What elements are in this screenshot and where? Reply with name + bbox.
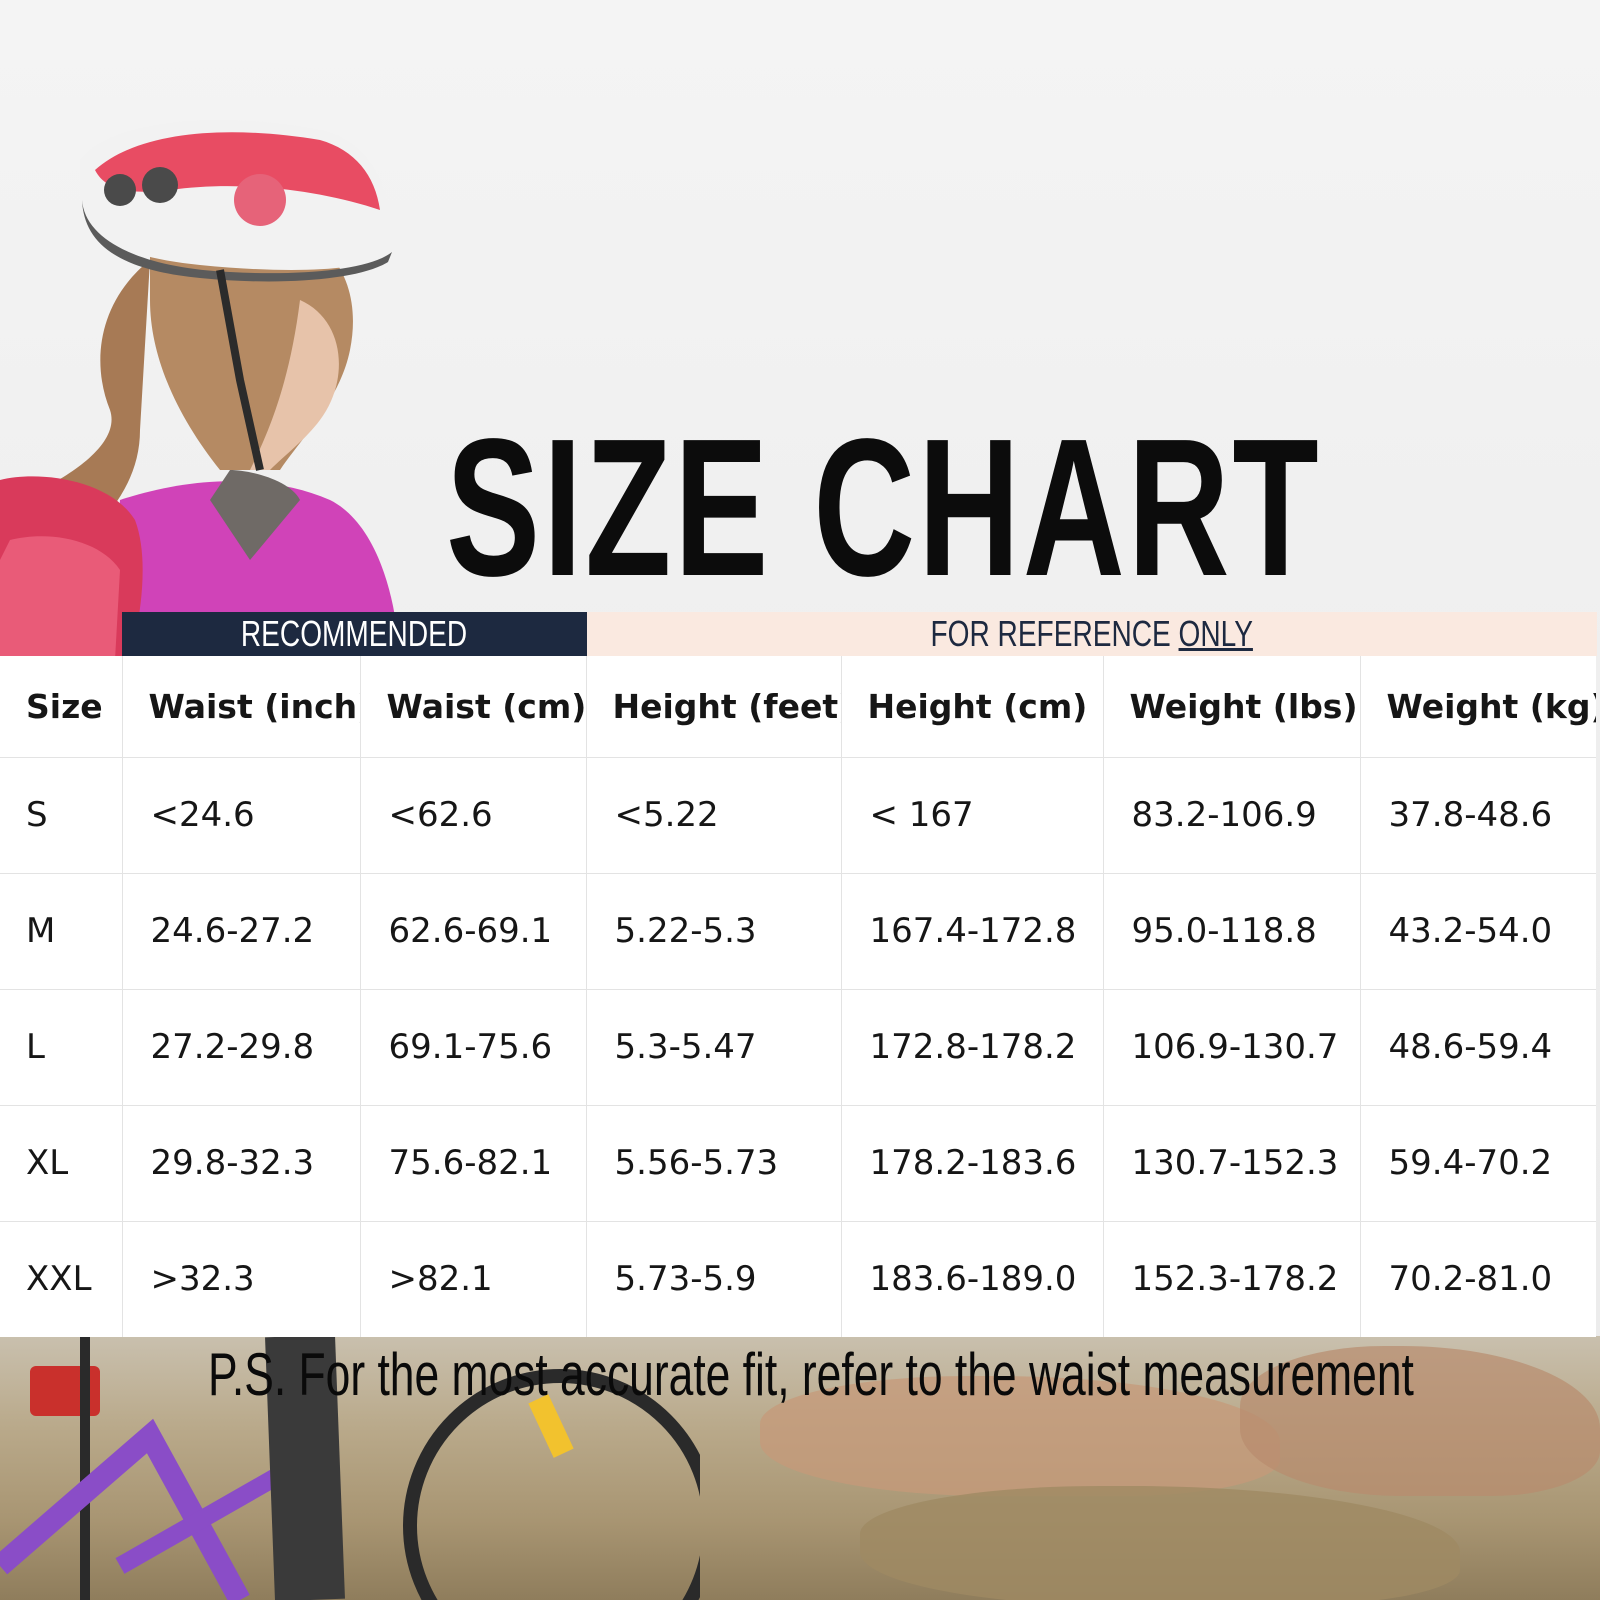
cell-waist-cm: 75.6-82.1 [360, 1105, 587, 1222]
cell-height-feet: 5.3-5.47 [586, 989, 842, 1106]
cell-height-feet: 5.22-5.3 [586, 873, 842, 990]
cell-height-feet: 5.73-5.9 [586, 1221, 842, 1337]
cell-waist-inch: 24.6-27.2 [122, 873, 361, 990]
cell-waist-inch: 27.2-29.8 [122, 989, 361, 1106]
reference-label: FOR REFERENCE ONLY [931, 613, 1253, 655]
cell-weight-lbs: 106.9-130.7 [1103, 989, 1361, 1106]
cell-weight-lbs: 152.3-178.2 [1103, 1221, 1361, 1337]
size-table: Size Waist (inch) Waist (cm) Height (fee… [0, 656, 1596, 1337]
cell-weight-kg: 70.2-81.0 [1388, 1259, 1553, 1300]
cell-height-feet: <5.22 [586, 757, 842, 874]
cell-waist-cm: >82.1 [360, 1221, 587, 1337]
cell-size: S [0, 757, 123, 874]
cyclist-photo [0, 120, 400, 660]
header-size: Size [0, 656, 123, 758]
cell-waist-cm: 62.6-69.1 [360, 873, 587, 990]
table-row: XL 29.8-32.3 75.6-82.1 5.56-5.73 178.2-1… [0, 1105, 1596, 1222]
cell-weight-kg: 48.6-59.4 [1360, 989, 1596, 1106]
cell-weight-kg: 59.4-70.2 [1360, 1105, 1596, 1222]
page-title: SIZE CHART [446, 398, 1322, 617]
rock-shape [1240, 1346, 1600, 1496]
cell-height-feet: 5.56-5.73 [586, 1105, 842, 1222]
cell-height-cm: 167.4-172.8 [841, 873, 1104, 990]
bicycle-photo [0, 1336, 700, 1600]
cell-size: L [0, 989, 123, 1106]
header-height-cm: Height (cm) [841, 656, 1104, 758]
table-header-row: Size Waist (inch) Waist (cm) Height (fee… [0, 656, 1596, 758]
cell-size: XL [0, 1105, 123, 1222]
header-height-feet: Height (feet) [586, 656, 842, 758]
reference-banner: FOR REFERENCE ONLY [587, 612, 1597, 656]
header-waist-cm: Waist (cm) [360, 656, 587, 758]
cell-height-cm: < 167 [841, 757, 1104, 874]
reference-prefix: FOR REFERENCE [930, 613, 1179, 654]
table-row: S <24.6 <62.6 <5.22 < 167 83.2-106.9 37.… [0, 757, 1596, 874]
cell-height-cm: 183.6-189.0 [841, 1221, 1104, 1337]
cell-height-cm: 172.8-178.2 [841, 989, 1104, 1106]
cell-size: XXL [0, 1221, 123, 1337]
table-row: L 27.2-29.8 69.1-75.6 5.3-5.47 172.8-178… [0, 989, 1596, 1106]
cell-size: M [0, 873, 123, 990]
cell-waist-inch: 29.8-32.3 [122, 1105, 361, 1222]
recommended-banner: RECOMMENDED [122, 612, 587, 656]
table-row: M 24.6-27.2 62.6-69.1 5.22-5.3 167.4-172… [0, 873, 1596, 990]
header-weight-lbs: Weight (lbs) [1103, 656, 1361, 758]
recommended-label: RECOMMENDED [241, 613, 468, 654]
cell-waist-cm: <62.6 [360, 757, 587, 874]
header-waist-inch: Waist (inch) [122, 656, 361, 758]
fit-note-text: P.S. For the most accurate fit, refer to… [208, 1341, 1414, 1408]
table-row: XXL >32.3 >82.1 5.73-5.9 183.6-189.0 152… [0, 1221, 1596, 1337]
fit-note: P.S. For the most accurate fit, refer to… [208, 1340, 1414, 1410]
cell-weight-lbs: 83.2-106.9 [1103, 757, 1361, 874]
cell-waist-inch: <24.6 [122, 757, 361, 874]
cell-weight-kg: 37.8-48.6 [1360, 757, 1596, 874]
cell-waist-inch: >32.3 [122, 1221, 361, 1337]
header-weight-kg: Weight (kg) [1360, 656, 1596, 758]
reference-only: ONLY [1178, 613, 1254, 654]
cell-waist-cm: 69.1-75.6 [360, 989, 587, 1106]
cell-height-cm: 178.2-183.6 [841, 1105, 1104, 1222]
cell-weight-lbs: 130.7-152.3 [1103, 1105, 1361, 1222]
rock-shape [860, 1486, 1460, 1600]
cell-weight-lbs: 95.0-118.8 [1103, 873, 1361, 990]
cell-weight-kg: 43.2-54.0 [1360, 873, 1596, 990]
rock-shape [760, 1376, 1280, 1496]
